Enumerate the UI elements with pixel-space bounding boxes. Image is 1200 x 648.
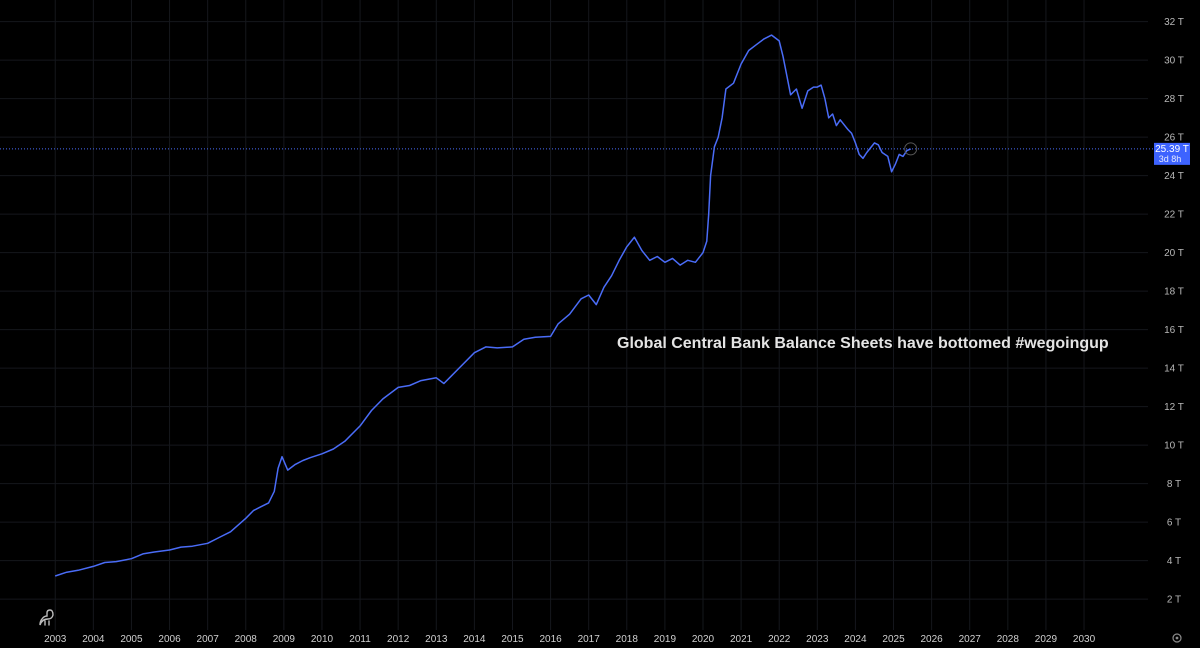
y-tick-label: 6 T	[1167, 518, 1181, 529]
gear-icon[interactable]	[1172, 633, 1182, 643]
x-tick-label: 2009	[273, 634, 296, 645]
last-point-marker	[904, 142, 918, 156]
y-axis: 2 T 4 T 6 T 8 T 10 T 12 T 14 T 16 T 18 T 20 T 22 T…	[1164, 17, 1184, 606]
x-tick-label: 2016	[539, 634, 562, 645]
y-tick-label: 22 T	[1164, 210, 1184, 221]
x-tick-label: 2022	[768, 634, 791, 645]
x-tick-label: 2012	[387, 634, 410, 645]
x-tick-label: 2010	[311, 634, 334, 645]
y-tick-label: 26 T	[1164, 133, 1184, 144]
x-tick-label: 2026	[920, 634, 943, 645]
chart-annotation: Global Central Bank Balance Sheets have …	[617, 335, 1109, 352]
x-tick-label: 2005	[120, 634, 143, 645]
x-tick-label: 2029	[1035, 634, 1058, 645]
y-tick-label: 18 T	[1164, 287, 1184, 298]
y-tick-label: 4 T	[1167, 556, 1181, 567]
x-tick-label: 2011	[349, 634, 371, 645]
dinosaur-logo-icon	[39, 609, 54, 626]
countdown-label: 3d 8h	[1159, 154, 1182, 164]
x-tick-label: 2008	[235, 634, 258, 645]
y-tick-label: 16 T	[1164, 325, 1184, 336]
x-tick-label: 2028	[997, 634, 1020, 645]
x-tick-label: 2017	[578, 634, 601, 645]
x-tick-label: 2018	[616, 634, 639, 645]
y-tick-label: 10 T	[1164, 441, 1184, 452]
y-tick-label: 24 T	[1164, 171, 1184, 182]
last-value-badge: 25.39 T 3d 8h	[1154, 142, 1190, 165]
x-tick-label: 2021	[730, 634, 753, 645]
y-tick-label: 14 T	[1164, 364, 1184, 375]
x-tick-label: 2006	[158, 634, 181, 645]
x-tick-label: 2024	[844, 634, 867, 645]
y-tick-label: 2 T	[1167, 595, 1181, 606]
x-tick-label: 2013	[425, 634, 448, 645]
x-tick-label: 2030	[1073, 634, 1096, 645]
y-tick-label: 30 T	[1164, 56, 1184, 67]
y-tick-label: 28 T	[1164, 94, 1184, 105]
series-line	[54, 34, 912, 577]
y-tick-label: 8 T	[1167, 479, 1181, 490]
x-tick-label: 2027	[959, 634, 982, 645]
grid	[0, 0, 1148, 630]
last-value-label: 25.39 T	[1155, 144, 1189, 155]
x-tick-label: 2004	[82, 634, 105, 645]
x-tick-label: 2025	[882, 634, 905, 645]
x-tick-label: 2014	[463, 634, 486, 645]
x-tick-label: 2020	[692, 634, 715, 645]
x-tick-label: 2019	[654, 634, 677, 645]
x-axis: 2003 2004 2005 2006 2007 2008 2009 2010 2011 2012…	[44, 634, 1095, 645]
y-tick-label: 32 T	[1164, 17, 1184, 28]
last-value-badge-bg	[1154, 142, 1190, 165]
x-tick-label: 2023	[806, 634, 829, 645]
y-tick-label: 20 T	[1164, 248, 1184, 259]
y-tick-label: 12 T	[1164, 402, 1184, 413]
x-tick-label: 2015	[501, 634, 524, 645]
x-tick-label: 2007	[197, 634, 220, 645]
x-tick-label: 2003	[44, 634, 67, 645]
